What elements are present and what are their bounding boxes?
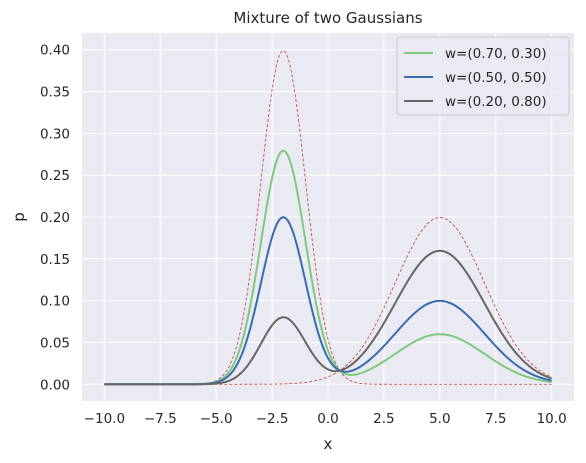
series-lines: [104, 149, 552, 386]
y-tick-label: 0.25: [40, 168, 70, 184]
y-axis-ticks: 0.00 0.05 0.10 0.15 0.20 0.25 0.30 0.35 0.40: [40, 43, 70, 394]
legend-label: w=(0.20, 0.80): [445, 94, 547, 110]
component-curves: [104, 50, 552, 385]
x-tick-label: −2.5: [256, 411, 289, 427]
legend-box: [396, 36, 570, 116]
y-tick-label: 0.05: [40, 335, 70, 351]
y-tick-label: 0.35: [40, 85, 70, 101]
x-tick-label: 7.5: [485, 411, 506, 427]
x-tick-label: −7.5: [144, 411, 177, 427]
y-tick-label: 0.15: [40, 252, 70, 268]
x-tick-label: 2.5: [373, 411, 394, 427]
y-tick-label: 0.20: [40, 210, 70, 226]
series-line-3: [104, 249, 552, 386]
y-tick-label: 0.10: [40, 294, 70, 310]
y-tick-label: 0.30: [40, 126, 70, 142]
y-axis-label: p: [10, 212, 28, 222]
chart-title: Mixture of two Gaussians: [233, 9, 422, 27]
x-tick-label: 10.0: [537, 411, 567, 427]
x-axis-label: x: [324, 435, 333, 453]
legend-label: w=(0.50, 0.50): [445, 70, 547, 86]
x-axis-ticks: −10.0 −7.5 −5.0 −2.5 0.0 2.5 5.0 7.5 10.0: [84, 411, 567, 427]
legend: w=(0.70, 0.30) w=(0.50, 0.50) w=(0.20, 0.8…: [396, 36, 570, 116]
y-tick-label: 0.00: [40, 377, 70, 393]
component-curve-1: [104, 50, 552, 385]
x-tick-label: 5.0: [429, 411, 450, 427]
legend-label: w=(0.70, 0.30): [445, 46, 547, 62]
y-tick-label: 0.40: [40, 43, 70, 59]
x-tick-label: 0.0: [317, 411, 338, 427]
x-tick-label: −10.0: [84, 411, 125, 427]
x-tick-label: −5.0: [200, 411, 233, 427]
